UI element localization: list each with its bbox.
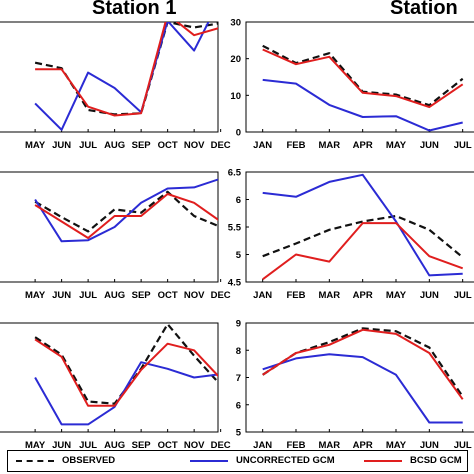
station1-row3-series-observed <box>34 323 218 405</box>
station1-row3-xtick-label: AUG <box>104 440 125 451</box>
station2-row3-xtick-label: JAN <box>253 440 272 451</box>
station2-row1-series-observed <box>262 44 464 107</box>
station2-row3-ytick-label: 6 <box>236 400 241 411</box>
station1-row1-series-bcsd <box>35 22 218 117</box>
station2-row1-ytick-label: 30 <box>230 18 241 29</box>
station2-row1-frame <box>245 21 474 133</box>
station2-row3-series-bcsd <box>262 328 464 400</box>
station-1-title: Station 1 <box>92 0 177 19</box>
station1-row2-xtick-label: NOV <box>184 290 205 301</box>
station1-row3-xtick-label: MAY <box>25 440 46 451</box>
station2-row2-xtick-label: JUL <box>454 290 472 301</box>
station1-row3-series-bcsd <box>34 338 218 407</box>
station2-row1-series-uncorrected <box>262 78 463 132</box>
station2-row2-ytick-label: 5 <box>236 250 242 261</box>
station1-row1-xtick-label: OCT <box>158 140 178 151</box>
legend-line-observed <box>16 460 54 462</box>
station2-row3-ytick-label: 5 <box>236 428 242 439</box>
station1-row3-xtick-label: OCT <box>158 440 178 451</box>
station1-row2-xtick-label: DEC <box>211 290 231 301</box>
station2-row3-xtick-label: JUL <box>454 440 472 451</box>
station2-row3-frame <box>245 322 474 433</box>
station2-row2-ytick-label: 6.5 <box>228 168 242 179</box>
station1-row1-xtick-label: SEP <box>132 140 152 151</box>
station1-row3-xtick-label: NOV <box>184 440 205 451</box>
legend-label-observed: OBSERVED <box>62 455 116 466</box>
station2-row3-xtick-label: APR <box>353 440 373 451</box>
station1-row1-xtick-label: AUG <box>104 140 125 151</box>
station2-row2-ytick-label: 5.5 <box>228 223 242 234</box>
station1-row2-xtick-label: OCT <box>158 290 178 301</box>
station2-row1-series-bcsd <box>262 48 464 109</box>
station2-row3-ytick-label: 8 <box>236 346 241 357</box>
chart-legend: OBSERVED UNCORRECTED GCM BCSD GCM <box>7 450 468 472</box>
station2-row3-xtick-label: FEB <box>287 440 306 451</box>
station2-row3-xtick-label: JUN <box>420 440 439 451</box>
station1-row3-frame <box>0 322 219 433</box>
station1-row3-xtick-label: JUN <box>52 440 71 451</box>
station1-row3-series-uncorrected <box>34 361 218 426</box>
station1-row1-frame <box>0 21 219 133</box>
station1-row1-xtick-label: DEC <box>211 140 231 151</box>
legend-line-bcsd <box>364 460 402 462</box>
station1-row3-xtick-label: SEP <box>132 440 152 451</box>
station2-row1-xtick-label: JAN <box>253 140 272 151</box>
station2-row2-series-observed <box>262 214 464 259</box>
station2-row1-xtick-label: MAR <box>319 140 341 151</box>
station2-row1-xtick-label: APR <box>353 140 373 151</box>
legend-line-uncorrected <box>190 460 228 462</box>
station2-row3-xtick-label: MAY <box>386 440 407 451</box>
station2-row1-ytick-label: 0 <box>236 128 241 139</box>
station1-row1-xtick-label: NOV <box>184 140 205 151</box>
station2-row2-series-uncorrected <box>262 173 463 277</box>
station2-row1-xtick-label: JUN <box>420 140 439 151</box>
station2-row2-ytick-label: 4.5 <box>228 278 242 289</box>
station2-row3-series-uncorrected <box>262 353 463 424</box>
station1-row1-xtick-label: JUL <box>79 140 97 151</box>
station2-row3-ytick-label: 7 <box>236 373 241 384</box>
station2-row1-xtick-label: MAY <box>386 140 407 151</box>
station2-row2-xtick-label: MAY <box>386 290 407 301</box>
station2-row2-series-bcsd <box>262 222 464 281</box>
station1-row3-xtick-label: JUL <box>79 440 97 451</box>
station2-row2-ytick-label: 6 <box>236 195 241 206</box>
station1-row2-xtick-label: AUG <box>104 290 125 301</box>
station1-row1-xtick-label: JUN <box>52 140 71 151</box>
legend-label-uncorrected: UNCORRECTED GCM <box>236 455 335 466</box>
station1-row2-series-bcsd <box>34 193 218 239</box>
station1-row1-xtick-label: MAY <box>25 140 46 151</box>
station1-row2-xtick-label: MAY <box>25 290 46 301</box>
station2-row2-xtick-label: MAR <box>319 290 341 301</box>
legend-label-bcsd: BCSD GCM <box>410 455 462 466</box>
station2-row1-ytick-label: 20 <box>230 54 241 65</box>
station1-row2-xtick-label: JUL <box>79 290 97 301</box>
station1-row1-series-uncorrected <box>34 22 210 131</box>
station1-row3-xtick-label: DEC <box>211 440 231 451</box>
station2-row2-xtick-label: APR <box>353 290 373 301</box>
station2-row2-xtick-label: JUN <box>420 290 439 301</box>
station2-row2-xtick-label: FEB <box>287 290 306 301</box>
station1-row2-series-uncorrected <box>34 178 218 243</box>
station-2-title: Station <box>390 0 458 19</box>
station2-row1-xtick-label: FEB <box>287 140 306 151</box>
station2-row2-xtick-label: JAN <box>253 290 272 301</box>
station2-row1-ytick-label: 10 <box>230 91 241 102</box>
station1-row2-xtick-label: JUN <box>52 290 71 301</box>
station2-row3-xtick-label: MAR <box>319 440 341 451</box>
station1-row2-frame <box>0 171 219 283</box>
station1-row2-xtick-label: SEP <box>132 290 152 301</box>
station2-row1-xtick-label: JUL <box>454 140 472 151</box>
station1-row2-series-observed <box>34 190 218 233</box>
station2-row3-series-observed <box>262 327 464 398</box>
station2-row3-ytick-label: 9 <box>236 319 241 330</box>
